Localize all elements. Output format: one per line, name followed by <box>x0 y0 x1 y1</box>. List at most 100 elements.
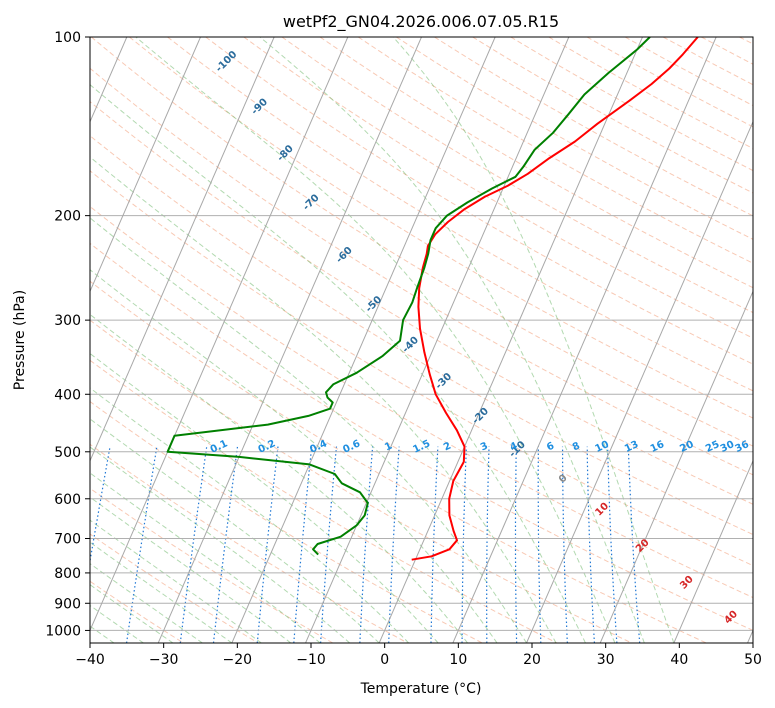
isotherm-line <box>157 37 422 643</box>
y-tick-label: 300 <box>54 313 81 329</box>
mixing-ratio-label: 25 <box>704 439 721 455</box>
moist-adiabat <box>90 352 439 643</box>
mixing-ratio-line <box>126 446 158 643</box>
mixing-ratio-line <box>320 446 338 643</box>
isotherm-line <box>305 37 570 643</box>
y-tick-label: 200 <box>54 209 81 225</box>
y-axis-label: Pressure (hPa) <box>12 290 28 390</box>
plot-area: -100-90-80-70-60-50-40-30-20-100.1 0.2 0.4… <box>89 36 754 644</box>
chart-title: wetPf2_GN04.2026.006.07.05.R15 <box>283 12 559 32</box>
isotherm-line <box>90 37 275 463</box>
y-tick-label: 100 <box>54 30 81 46</box>
moist-adiabat <box>392 37 675 643</box>
mixing-ratio-label: 8 <box>571 441 582 454</box>
dry-adiabat <box>243 37 753 339</box>
y-tick-label: 700 <box>54 532 81 548</box>
y-axis: 100 200 300 400 500 600 700 800 900 1000 <box>45 30 90 639</box>
y-tick-label: 900 <box>54 596 81 612</box>
plot-frame <box>89 36 754 644</box>
x-axis: −40 −30 −20 −10 0 10 20 30 40 50 <box>75 643 762 668</box>
temperature-line <box>411 37 699 561</box>
dry-adiabat <box>90 533 259 643</box>
moist-adiabat <box>90 446 351 643</box>
pressure-gridlines <box>90 37 753 631</box>
moist-adiabat <box>90 156 557 643</box>
moist-adiabat <box>90 541 233 643</box>
mixing-ratio-label: 1 <box>383 441 394 454</box>
dry-adiabat <box>90 580 184 643</box>
dry-adiabat <box>90 67 753 476</box>
isotherm-line <box>452 37 717 643</box>
dry-adiabat <box>90 242 753 631</box>
dry-adiabats <box>90 37 753 643</box>
x-tick-label: −40 <box>75 652 105 668</box>
dry-adiabat <box>129 37 753 419</box>
y-tick-label: 600 <box>54 492 81 508</box>
mixing-ratio-lines <box>90 446 641 643</box>
mixing-ratio-line <box>586 446 595 643</box>
x-tick-label: 50 <box>744 652 762 668</box>
mixing-ratio-label: 6 <box>545 441 556 454</box>
moist-adiabat <box>259 37 645 643</box>
isotherm-line <box>90 37 349 632</box>
x-tick-label: 20 <box>523 652 541 668</box>
dewpoint-line <box>166 37 651 556</box>
moist-adiabat <box>90 584 174 643</box>
x-axis-label: Temperature (°C) <box>360 681 482 697</box>
moist-adiabat <box>90 563 203 643</box>
dry-adiabat <box>90 487 334 643</box>
mixing-ratio-line <box>607 446 618 643</box>
plot-content: -100-90-80-70-60-50-40-30-20-100.1 0.2 0.4… <box>90 37 753 643</box>
x-tick-label: −30 <box>149 652 179 668</box>
x-tick-label: −10 <box>296 652 326 668</box>
dry-adiabat <box>90 37 753 447</box>
moist-adiabat <box>90 313 468 643</box>
mixing-ratio-line <box>627 446 641 643</box>
y-tick-label: 400 <box>54 387 81 403</box>
mixing-ratio-label: 4 <box>508 441 519 454</box>
dry-adiabat <box>90 319 632 643</box>
x-tick-label: 40 <box>670 652 688 668</box>
x-tick-label: 30 <box>597 652 615 668</box>
overlay-labels: -100-90-80-70-60-50-40-30-20-100.1 0.2 0.4… <box>209 49 751 626</box>
x-tick-label: 10 <box>449 652 467 668</box>
y-tick-label: 1000 <box>45 623 81 639</box>
skewed-isotherms <box>90 37 753 643</box>
mixing-ratio-line <box>486 446 490 643</box>
isotherm-line <box>599 290 753 643</box>
mixing-ratio-line <box>256 446 279 643</box>
dry-adiabat <box>90 400 483 643</box>
mixing-ratio-line <box>293 446 313 643</box>
mixing-ratio-line <box>212 446 239 643</box>
isotherm-line <box>90 37 201 293</box>
x-tick-label: −20 <box>223 652 253 668</box>
mixing-ratio-label: 3 <box>479 441 490 454</box>
dry-adiabat <box>90 170 753 567</box>
dry-adiabat <box>90 135 753 536</box>
mixing-ratio-label: 36 <box>734 439 751 455</box>
y-tick-label: 800 <box>54 566 81 582</box>
dry-adiabat <box>205 37 753 365</box>
sounding-series <box>166 37 699 561</box>
moist-adiabat <box>135 37 616 643</box>
mixing-ratio-label: 16 <box>649 439 666 455</box>
moist-adiabat <box>90 472 321 643</box>
isotherm-line <box>526 120 753 643</box>
mixing-ratio-line <box>179 446 208 643</box>
isotherm-line <box>673 459 753 643</box>
mixing-ratio-label: 30 <box>719 439 736 455</box>
mixing-ratio-line <box>461 446 467 643</box>
mixing-ratio-line <box>514 446 518 643</box>
moist-adiabat <box>90 84 586 643</box>
mixing-ratio-label: 2 <box>442 441 453 454</box>
y-tick-label: 500 <box>54 445 81 461</box>
isotherm-line <box>231 37 496 643</box>
dry-adiabat <box>90 205 753 599</box>
dry-adiabat <box>90 443 408 643</box>
mixing-ratio-label: 20 <box>678 439 695 455</box>
mixing-ratio-line <box>537 446 542 643</box>
dry-adiabat <box>90 359 558 643</box>
mixing-ratio-line <box>430 446 439 643</box>
x-tick-label: 0 <box>380 652 389 668</box>
